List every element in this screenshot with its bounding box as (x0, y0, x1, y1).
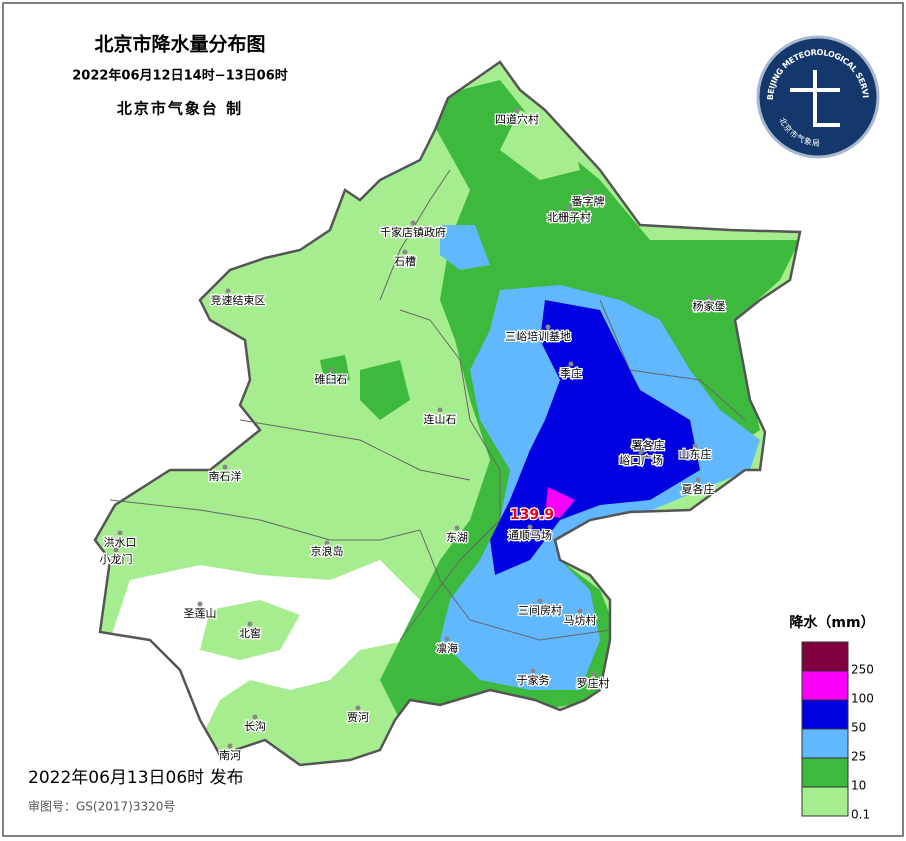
station-label: 千家店镇政府 (380, 225, 446, 239)
station-dot (692, 443, 698, 449)
station-dot (577, 608, 583, 614)
legend-label: 25 (851, 750, 866, 764)
station-label: 碓臼石 (315, 372, 348, 386)
station-dot (113, 547, 119, 553)
station-dot (328, 367, 334, 373)
title: 北京市降水量分布图 (94, 33, 265, 56)
legend-title: 降水（mm） (789, 614, 874, 631)
station-dot (444, 636, 450, 642)
station-label: 石槽 (394, 255, 416, 268)
legend-label: 10 (851, 779, 866, 793)
legend: 0.1 10 25 50 100 250 (801, 641, 874, 822)
station-dot (355, 705, 361, 711)
legend-swatch (801, 728, 849, 759)
approval: 审图号：GS(2017)3320号 (28, 799, 175, 814)
station-label: 圣莲山 (184, 607, 217, 620)
station-dot (706, 294, 712, 300)
station-dot (437, 407, 443, 413)
station-dot (225, 288, 231, 294)
station-label: 北栅子村 (547, 210, 591, 224)
station-label: 凛海 (436, 641, 458, 655)
station-dot (252, 714, 258, 720)
station-dot (568, 361, 574, 367)
station-dot (454, 525, 460, 531)
station-dot (402, 249, 408, 255)
station-label: 季庄 (560, 366, 582, 380)
station-dot (247, 621, 253, 627)
station-label: 山东庄 (679, 447, 712, 461)
station-label: 小龙门 (100, 552, 133, 566)
station-label: 贾河 (347, 711, 369, 724)
station-label: 于家务 (517, 673, 550, 687)
station-label: 三间房村 (518, 603, 562, 617)
station-dot (117, 530, 123, 536)
issuer: 北京市气象台 制 (117, 100, 243, 118)
station-label: 洪水口 (104, 535, 137, 549)
station-label: 竞速结束区 (211, 293, 266, 307)
station-label: 南河 (219, 749, 241, 762)
station-label: 峪口广场 (619, 453, 663, 467)
max-value: 139.9 (510, 507, 554, 523)
station-label: 四道穴村 (495, 112, 539, 126)
legend-label: 50 (851, 721, 866, 735)
station-dot (585, 189, 591, 195)
station-label: 杨家堡 (693, 299, 726, 313)
station-dot (545, 324, 551, 330)
district-borders (109, 169, 746, 641)
legend-swatch (801, 670, 849, 701)
station-label: 通顺马场 (508, 528, 552, 542)
legend-swatch (801, 641, 849, 672)
station-label: 北窖 (239, 626, 261, 640)
station-dot (527, 524, 533, 530)
station-dot (324, 540, 330, 546)
station-label: 东湖 (446, 531, 468, 544)
legend-label: 250 (851, 663, 874, 677)
station-label: 夏各庄 (682, 482, 715, 496)
station-label: 京浪岛 (311, 544, 344, 558)
legend-label: 0.1 (851, 808, 870, 822)
period: 2022年06月12日14时−13日06时 (72, 68, 288, 84)
station-dot (695, 477, 701, 483)
legend-swatch (801, 786, 849, 817)
station-label: 三峪培训基地 (505, 329, 571, 343)
station-label: 马坊村 (564, 613, 597, 627)
legend-label: 100 (851, 692, 874, 706)
station-dot (410, 220, 416, 226)
station-label: 番字牌 (572, 194, 605, 208)
station-dot (197, 601, 203, 607)
station-label: 连山石 (424, 413, 457, 426)
station-dot (227, 743, 233, 749)
release: 2022年06月13日06时 发布 (28, 768, 244, 788)
station-label: 南石洋 (209, 469, 242, 483)
station-label: 罗庄村 (577, 676, 610, 690)
station-dot (566, 205, 572, 211)
station-dot (590, 671, 596, 677)
station-dot (530, 668, 536, 674)
station-dot (638, 449, 644, 455)
station-dot (514, 107, 520, 113)
station-dot (222, 464, 228, 470)
legend-swatch (801, 699, 849, 730)
station-label: 署各庄 (632, 438, 665, 452)
station-dot (645, 437, 651, 443)
station-label: 长沟 (244, 720, 266, 733)
legend-swatch (801, 757, 849, 788)
station-dot (537, 598, 543, 604)
